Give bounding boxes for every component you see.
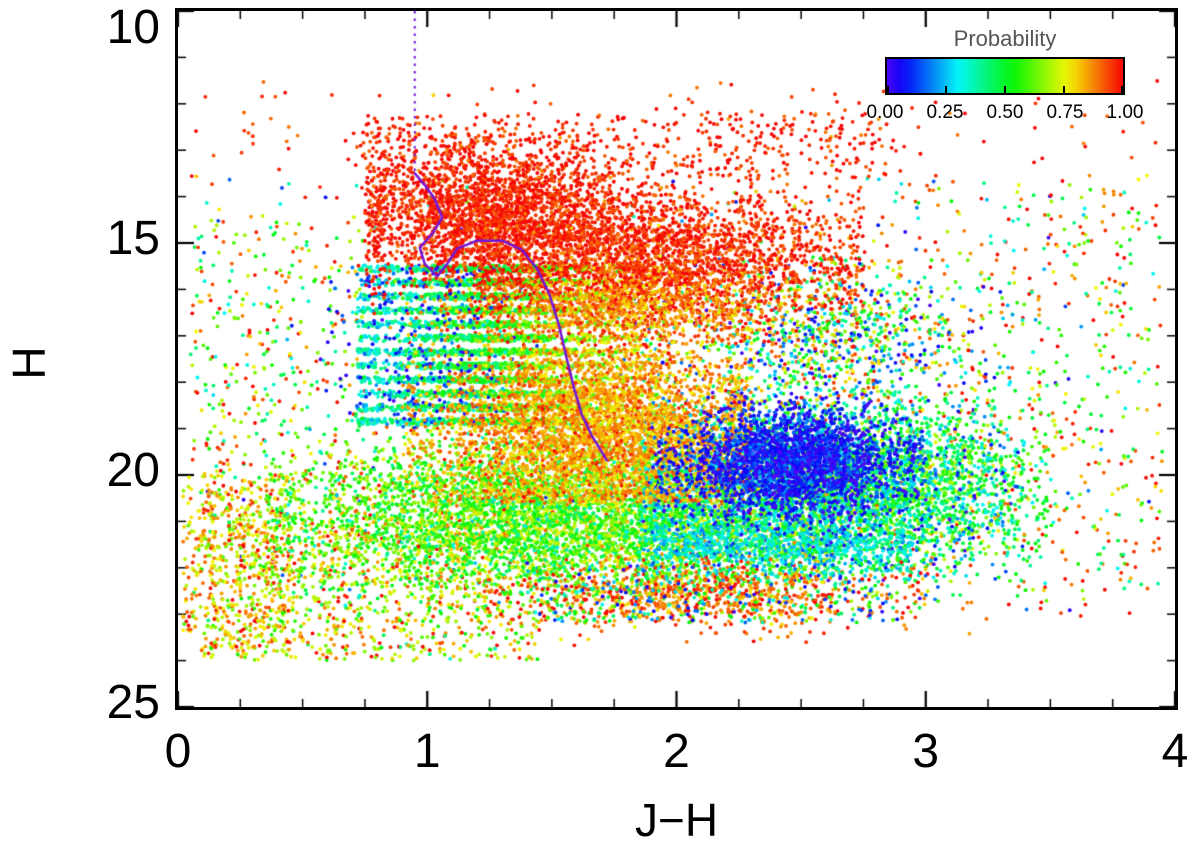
x-axis-label: J−H — [634, 794, 719, 846]
colorbar-tick-label: 0.25 — [926, 102, 964, 123]
y-tick-label: 25 — [106, 676, 160, 729]
y-axis-label: H — [3, 346, 55, 380]
y-tick-label: 10 — [106, 1, 160, 54]
colorbar-tick-mark — [945, 86, 947, 93]
x-tick-label: 2 — [663, 725, 690, 778]
scatter-canvas — [178, 11, 1175, 707]
y-tick-label: 20 — [106, 444, 160, 497]
x-tick-label: 3 — [912, 725, 940, 778]
colorbar-gradient — [887, 59, 1123, 93]
colorbar-tick-label: 0.75 — [1046, 102, 1084, 123]
x-tick-label: 1 — [413, 725, 441, 778]
colorbar-tick-label: 1.00 — [1106, 102, 1144, 123]
colorbar — [885, 57, 1125, 95]
colorbar-tick-mark — [1063, 86, 1065, 93]
colorbar-tick-mark — [887, 86, 889, 93]
x-tick-label: 4 — [1161, 725, 1189, 778]
plot-area — [175, 8, 1178, 710]
colorbar-tick-label: 0.00 — [866, 102, 904, 123]
colorbar-title: Probability — [953, 26, 1057, 51]
colorbar-tick-mark — [1004, 86, 1006, 93]
y-tick-label: 15 — [106, 212, 160, 265]
colorbar-tick-mark — [1121, 86, 1123, 93]
colorbar-tick-label: 0.50 — [986, 102, 1024, 123]
x-tick-label: 0 — [164, 725, 192, 778]
